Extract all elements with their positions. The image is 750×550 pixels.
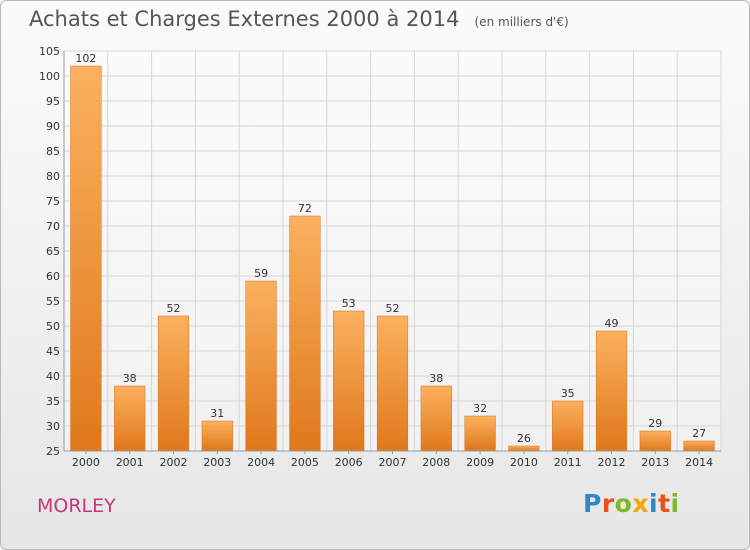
value-label-2008: 38 bbox=[429, 372, 443, 385]
logo-letter: i bbox=[649, 489, 659, 518]
chart-title-unit: (en milliers d'€) bbox=[474, 15, 569, 29]
bar-2000 bbox=[70, 65, 102, 452]
y-tick-label: 80 bbox=[46, 170, 60, 183]
logo-letter: o bbox=[614, 489, 633, 518]
bar-2011 bbox=[552, 400, 584, 452]
value-label-2004: 59 bbox=[254, 267, 268, 280]
y-tick-label: 25 bbox=[46, 445, 60, 458]
logo-letter: x bbox=[632, 489, 649, 518]
x-tick-label-2006: 2006 bbox=[335, 456, 363, 469]
bar-2001 bbox=[114, 385, 146, 452]
bar-2002 bbox=[157, 315, 190, 452]
y-tick-label: 40 bbox=[46, 370, 60, 383]
x-tick-label-2007: 2007 bbox=[379, 456, 407, 469]
x-tick-label-2005: 2005 bbox=[291, 456, 319, 469]
value-label-2010: 26 bbox=[517, 432, 531, 445]
value-label-2000: 102 bbox=[75, 52, 96, 65]
value-label-2003: 31 bbox=[210, 407, 224, 420]
x-tick-label-2011: 2011 bbox=[554, 456, 582, 469]
logo-letter: r bbox=[601, 489, 615, 518]
value-label-2011: 35 bbox=[561, 387, 575, 400]
x-tick-label-2009: 2009 bbox=[466, 456, 494, 469]
x-tick-label-2010: 2010 bbox=[510, 456, 538, 469]
value-label-2001: 38 bbox=[123, 372, 137, 385]
y-tick-label: 65 bbox=[46, 245, 60, 258]
value-label-2014: 27 bbox=[692, 427, 706, 440]
value-label-2013: 29 bbox=[648, 417, 662, 430]
value-label-2012: 49 bbox=[605, 317, 619, 330]
y-tick-label: 30 bbox=[46, 420, 60, 433]
bar-2007 bbox=[376, 315, 409, 452]
x-tick-label-2004: 2004 bbox=[247, 456, 275, 469]
y-tick-label: 95 bbox=[46, 95, 60, 108]
logo-letter: t bbox=[658, 489, 671, 518]
y-tick-label: 105 bbox=[39, 45, 60, 58]
y-tick-label: 90 bbox=[46, 120, 60, 133]
x-tick-label-2001: 2001 bbox=[116, 456, 144, 469]
y-tick-label: 75 bbox=[46, 195, 60, 208]
proxiti-logo: Proxiti bbox=[583, 489, 680, 518]
y-tick-label: 100 bbox=[39, 70, 60, 83]
location-name: MORLEY bbox=[37, 495, 116, 517]
bar-2013 bbox=[639, 430, 671, 452]
bar-2010 bbox=[508, 445, 540, 452]
bar-2014 bbox=[683, 440, 715, 452]
x-tick-label-2014: 2014 bbox=[685, 456, 713, 469]
x-tick-label-2000: 2000 bbox=[72, 456, 100, 469]
y-tick-label: 85 bbox=[46, 145, 60, 158]
bar-2005 bbox=[289, 215, 321, 452]
bar-2006 bbox=[333, 310, 365, 452]
chart-title: Achats et Charges Externes 2000 à 2014 (… bbox=[29, 7, 569, 31]
bar-2009 bbox=[464, 415, 496, 452]
y-tick-label: 70 bbox=[46, 220, 60, 233]
bar-2004 bbox=[245, 280, 277, 452]
x-tick-label-2008: 2008 bbox=[422, 456, 450, 469]
value-label-2009: 32 bbox=[473, 402, 487, 415]
x-tick-label-2012: 2012 bbox=[598, 456, 626, 469]
logo-letter: P bbox=[583, 489, 602, 518]
x-tick-label-2003: 2003 bbox=[203, 456, 231, 469]
value-label-2005: 72 bbox=[298, 202, 312, 215]
y-tick-label: 60 bbox=[46, 270, 60, 283]
bar-2012 bbox=[595, 330, 628, 452]
x-tick-label-2013: 2013 bbox=[641, 456, 669, 469]
chart-title-main: Achats et Charges Externes 2000 à 2014 bbox=[29, 7, 460, 31]
y-tick-label: 35 bbox=[46, 395, 60, 408]
value-label-2007: 52 bbox=[386, 302, 400, 315]
value-label-2002: 52 bbox=[167, 302, 181, 315]
x-tick-label-2002: 2002 bbox=[160, 456, 188, 469]
y-tick-label: 55 bbox=[46, 295, 60, 308]
logo-letter: i bbox=[670, 489, 680, 518]
bar-2008 bbox=[420, 385, 452, 452]
value-label-2006: 53 bbox=[342, 297, 356, 310]
y-tick-label: 50 bbox=[46, 320, 60, 333]
bar-2003 bbox=[201, 420, 233, 452]
y-tick-label: 45 bbox=[46, 345, 60, 358]
